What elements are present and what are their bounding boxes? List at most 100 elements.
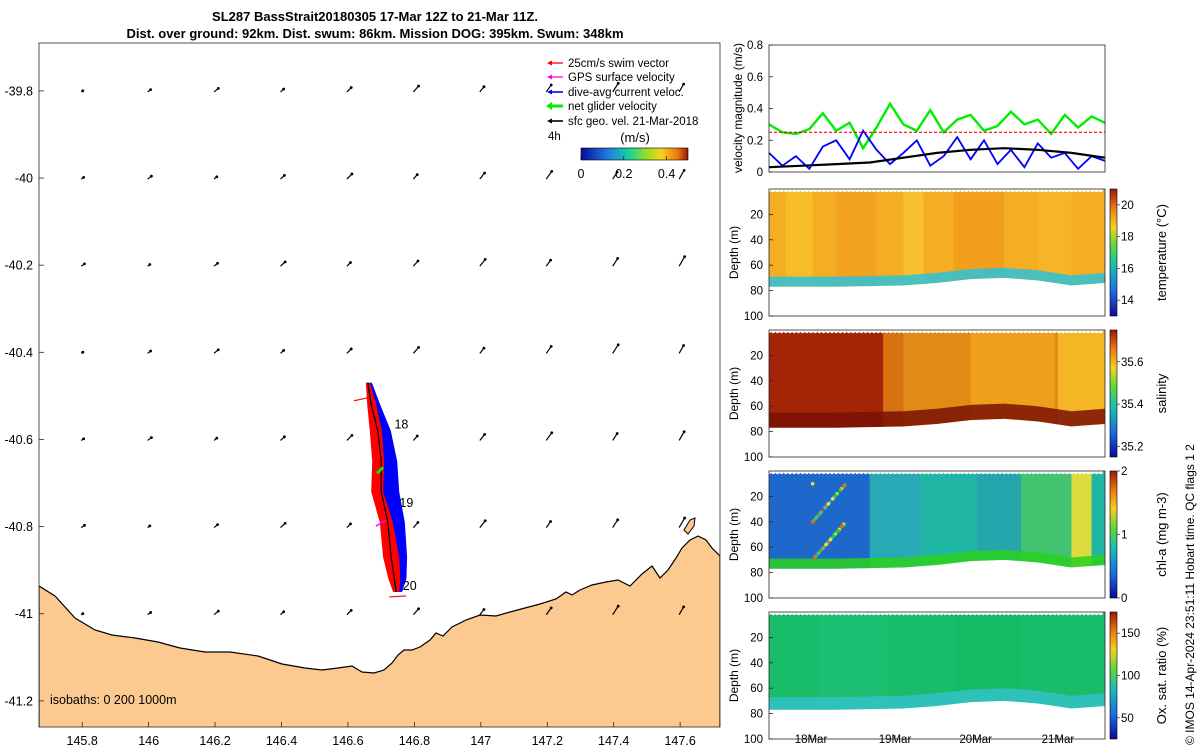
section-surface-dot [1035,189,1040,193]
section-surface-dot [1056,189,1061,193]
section-surface-dot [867,612,872,616]
velocity-arrow-head [150,174,153,178]
velocity-arrow-head [417,345,420,349]
section-surface-dot [905,189,910,193]
section-seabed [769,277,1105,316]
section-surface-dot [1044,189,1049,193]
velocity-arrow-head [150,436,153,439]
section-surface-dot [1094,330,1099,334]
map-x-tick-label: 146.4 [266,734,297,748]
surface-velocity-arrow-grid [80,81,687,616]
section-surface-dot [800,471,805,475]
velocity-arrow [346,86,353,93]
section-surface-dot [884,330,889,334]
section-y-tick-label: 100 [744,311,763,323]
swim-vector-end [389,595,407,598]
section-surface-dot [769,189,772,193]
section-surface-dot [876,471,881,475]
section-field [769,612,1105,739]
velocity-arrow-shaft [479,259,486,267]
section-surface-dot [1060,189,1066,193]
section-colorbar-tick-label: 50 [1121,713,1134,725]
velocity-arrow-shaft [678,83,685,93]
section-surface-dot [1052,471,1057,475]
section-surface-dot [1002,612,1007,616]
velocity-arrow [612,257,620,267]
section-colorbar-tick-label: 1 [1121,530,1127,542]
section-surface-dot [985,330,990,334]
velocity-arrow-shaft [545,432,553,441]
map-x-tick-label: 146.2 [199,734,230,748]
velocity-arrow [479,433,486,441]
section-surface-dot [1018,330,1024,334]
section-surface-dot [1006,189,1011,193]
section-surface-dot [880,330,885,334]
section-surface-dot [985,612,990,616]
section-surface-dot [829,471,835,475]
section-surface-dot [787,471,793,475]
section-surface-dot [968,612,973,616]
section-surface-dot [955,471,961,475]
section-surface-dot [1081,612,1087,616]
section-colorbar-label: temperature (°C) [1154,204,1169,301]
section-surface-dot [855,612,860,616]
section-surface-dot [1023,330,1028,334]
section-surface-dot [913,471,919,475]
section-surface-dot [976,612,982,616]
section-surface-dot [926,330,931,334]
copyright-label: © IMOS 14-Apr-2024 23:51:11 Hobart time.… [1183,444,1197,745]
section-surface-dot [976,471,982,475]
map-colorbar-scale [580,147,689,161]
section-surface-dot [867,330,872,334]
velocity-arrow-head [483,171,486,175]
map-colorbar-tick-label: 0 [578,167,585,181]
section-surface-dot [1090,471,1095,475]
section-surface-dot [939,330,944,334]
section-surface-dot [1081,471,1087,475]
velocity-arrow-head [149,349,153,353]
map-frame [38,42,721,728]
velocity-arrow [479,346,486,354]
section-seabed [769,559,1105,598]
map-y-tick-label: -40.2 [5,259,34,273]
section-surface-dot [964,330,969,334]
section-frame [768,470,1106,599]
section-surface-dot [796,612,801,616]
section-surface-dot [771,330,776,334]
chla-sample-dot [810,481,815,486]
section-surface-dot [922,471,927,475]
velocity-arrow [213,436,219,441]
legend-duration-label: 4h [548,131,561,143]
section-surface-dot [884,471,889,475]
section-surface-dot [1010,330,1015,334]
section-surface-dot [1060,471,1066,475]
velocity-arrow-head [482,85,486,89]
chla-sample-dot [838,488,843,492]
section-surface-dot [960,189,965,193]
velocity-arrow [612,604,620,616]
velocity-arrow [147,349,153,354]
velocity-arrow [678,605,686,616]
velocity-arrow [678,430,686,441]
land-mass-tasmania [39,535,720,727]
section-surface-dot [808,612,814,616]
section-surface-dot [834,612,839,616]
section-surface-dot [993,330,998,334]
velocity-arrow-shaft [678,431,685,441]
velocity-arrow [80,437,86,441]
velocity-arrow-head [216,348,220,352]
velocity-y-tick-label: 0.6 [747,72,763,84]
chla-sample-dot [820,546,825,551]
section-surface-dot [1098,612,1103,616]
velocity-arrow [280,435,286,441]
section-bottom-layer [769,403,1105,428]
section-surface-dot [922,330,927,334]
velocity-arrow-head [682,430,686,434]
section-surface-dot [939,189,944,193]
legend-label-dive: dive-avg current veloc. [568,87,684,99]
section-surface-dot [825,189,830,193]
section-surface-dot [846,330,851,334]
section-surface-dot [913,330,919,334]
gps-velocity-marker [375,519,387,527]
